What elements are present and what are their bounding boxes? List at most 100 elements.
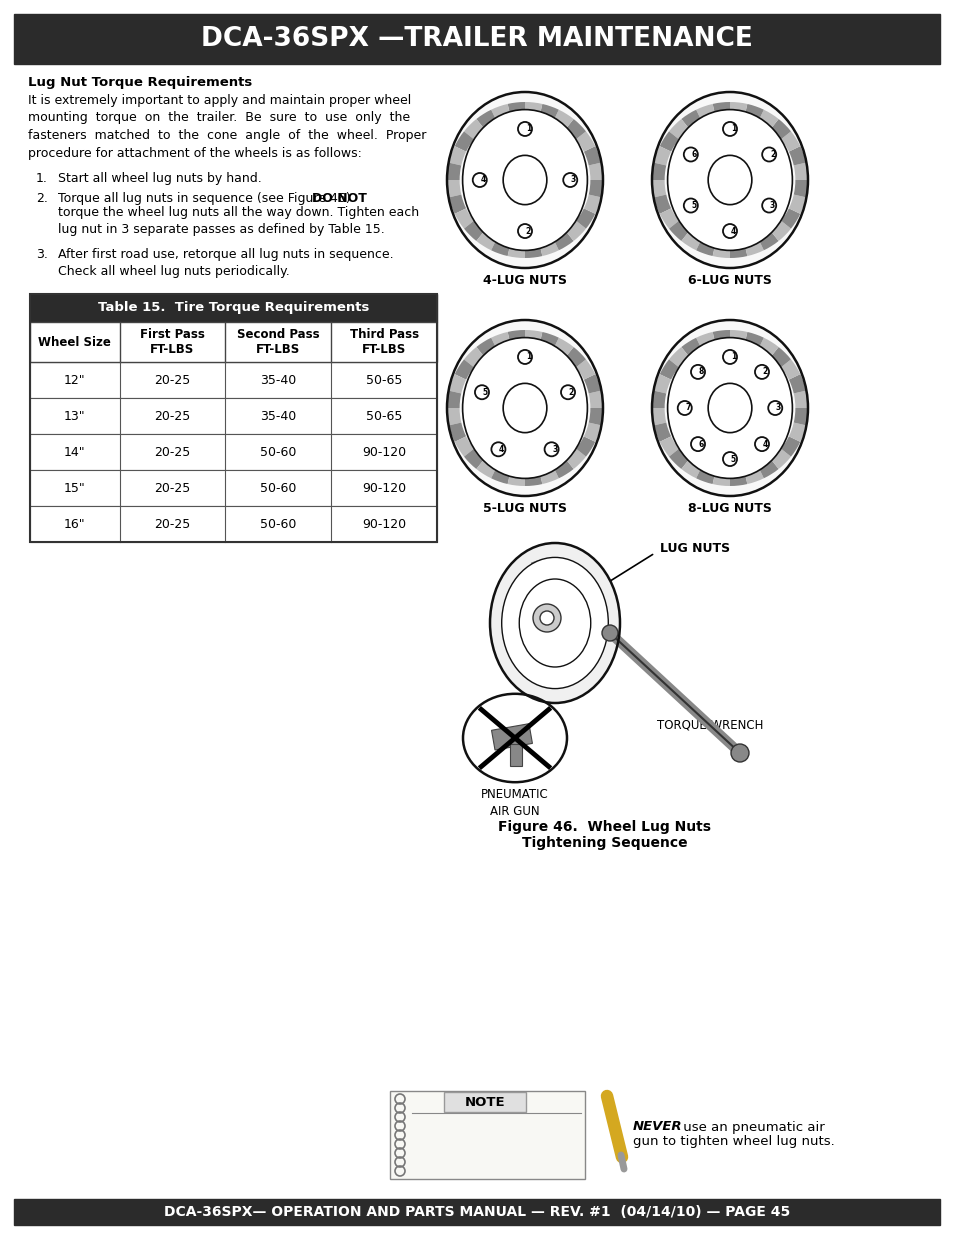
Circle shape (533, 604, 560, 632)
Wedge shape (558, 558, 561, 573)
Bar (30, 322, 436, 362)
Wedge shape (770, 448, 790, 469)
Wedge shape (476, 231, 497, 251)
Circle shape (754, 437, 768, 451)
Text: 6-LUG NUTS: 6-LUG NUTS (687, 274, 771, 287)
Text: 35-40: 35-40 (260, 410, 296, 422)
Wedge shape (553, 337, 573, 357)
Wedge shape (553, 231, 573, 251)
Wedge shape (651, 163, 665, 180)
Wedge shape (653, 146, 670, 165)
Wedge shape (788, 195, 805, 214)
Circle shape (544, 442, 558, 456)
Text: gun to tighten wheel lug nuts.: gun to tighten wheel lug nuts. (633, 1135, 834, 1149)
Bar (510, 743, 521, 766)
Text: 6: 6 (698, 440, 703, 448)
Text: 20-25: 20-25 (154, 517, 191, 531)
Wedge shape (659, 436, 679, 457)
Ellipse shape (462, 694, 566, 782)
Wedge shape (781, 131, 800, 152)
Wedge shape (729, 472, 746, 487)
Text: 2: 2 (525, 226, 531, 236)
Circle shape (683, 199, 697, 212)
Wedge shape (712, 103, 729, 116)
Wedge shape (530, 562, 537, 576)
Wedge shape (653, 195, 670, 214)
Ellipse shape (651, 91, 807, 268)
Text: 13": 13" (64, 410, 86, 422)
Text: 3: 3 (769, 201, 775, 210)
Wedge shape (539, 104, 558, 121)
Wedge shape (793, 408, 807, 425)
Text: 5: 5 (730, 454, 735, 463)
Text: 16": 16" (64, 517, 86, 531)
Wedge shape (463, 347, 484, 367)
Wedge shape (653, 374, 670, 394)
Wedge shape (491, 104, 510, 121)
Text: 5-LUG NUTS: 5-LUG NUTS (482, 501, 566, 515)
Bar (14, 14, 939, 64)
Wedge shape (565, 347, 585, 367)
Wedge shape (491, 332, 510, 350)
Circle shape (767, 401, 781, 415)
Ellipse shape (651, 320, 807, 496)
Wedge shape (447, 180, 461, 198)
Text: Second Pass
FT-LBS: Second Pass FT-LBS (236, 327, 319, 356)
Wedge shape (651, 390, 665, 408)
Wedge shape (507, 472, 524, 487)
Text: use an pneumatic air: use an pneumatic air (679, 1120, 824, 1134)
Wedge shape (743, 238, 763, 256)
Bar (491, 724, 532, 750)
Text: 8: 8 (698, 367, 703, 377)
Wedge shape (659, 209, 679, 228)
Text: 14": 14" (64, 446, 86, 458)
Wedge shape (770, 347, 790, 367)
Ellipse shape (667, 110, 792, 251)
Wedge shape (565, 119, 585, 140)
Wedge shape (793, 390, 807, 408)
Wedge shape (555, 558, 557, 572)
Text: Lug Nut Torque Requirements: Lug Nut Torque Requirements (28, 77, 252, 89)
Wedge shape (553, 459, 573, 478)
Wedge shape (550, 558, 553, 572)
Wedge shape (651, 180, 665, 198)
Wedge shape (537, 559, 542, 574)
Wedge shape (476, 337, 497, 357)
Wedge shape (781, 209, 800, 228)
Wedge shape (463, 221, 484, 241)
Circle shape (761, 147, 776, 162)
Text: 20-25: 20-25 (154, 446, 191, 458)
Wedge shape (743, 467, 763, 484)
Ellipse shape (518, 579, 590, 667)
Circle shape (690, 437, 704, 451)
Bar (30, 398, 436, 433)
Ellipse shape (462, 110, 587, 251)
Bar (30, 362, 436, 398)
Wedge shape (539, 238, 558, 256)
Text: 1: 1 (525, 352, 531, 362)
Wedge shape (696, 467, 715, 484)
Ellipse shape (502, 383, 546, 432)
Text: 3: 3 (775, 404, 781, 412)
FancyBboxPatch shape (443, 1092, 525, 1112)
Text: 2: 2 (769, 149, 775, 159)
Wedge shape (651, 408, 665, 425)
Bar (14, 1199, 939, 1225)
Text: Tightening Sequence: Tightening Sequence (521, 836, 687, 850)
Wedge shape (788, 422, 805, 442)
Text: 3: 3 (552, 445, 557, 453)
Text: 1: 1 (730, 352, 735, 362)
Wedge shape (565, 221, 585, 241)
Wedge shape (680, 110, 700, 128)
Text: 5: 5 (691, 201, 696, 210)
Text: 2.: 2. (36, 191, 48, 205)
Wedge shape (588, 163, 602, 180)
Text: 90-120: 90-120 (361, 446, 406, 458)
Wedge shape (455, 359, 474, 379)
Circle shape (475, 385, 489, 399)
Text: 4: 4 (730, 226, 735, 236)
Text: 3: 3 (570, 175, 576, 184)
Text: 20-25: 20-25 (154, 373, 191, 387)
Wedge shape (539, 559, 544, 574)
Text: TORQUE WRENCH: TORQUE WRENCH (656, 718, 762, 731)
